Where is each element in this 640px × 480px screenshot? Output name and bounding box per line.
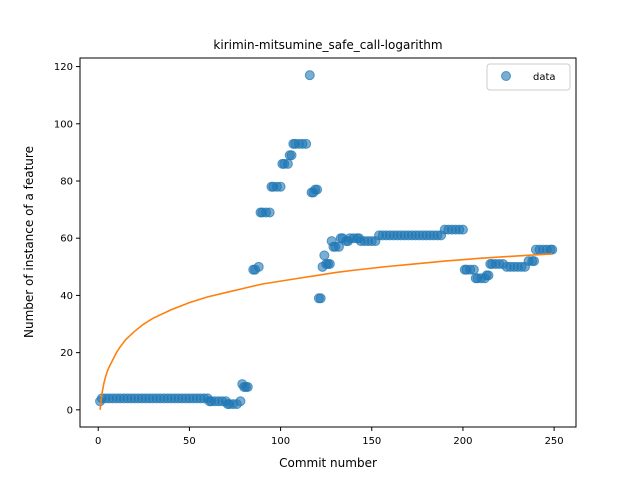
legend-label-data: data xyxy=(533,72,556,83)
data-point xyxy=(315,293,326,304)
y-tick-label: 80 xyxy=(60,177,73,188)
data-point xyxy=(242,381,253,392)
data-point xyxy=(547,244,558,255)
data-point xyxy=(275,181,286,192)
plot-area xyxy=(95,70,558,410)
fit-line xyxy=(99,253,553,410)
x-tick-label: 150 xyxy=(362,436,381,447)
data-point xyxy=(324,258,335,269)
x-tick-label: 250 xyxy=(545,436,564,447)
x-tick-label: 0 xyxy=(95,436,101,447)
data-point xyxy=(483,270,494,281)
series-data xyxy=(95,70,558,410)
data-point xyxy=(286,150,297,161)
chart-title: kirimin-mitsumine_safe_call-logarithm xyxy=(213,38,442,52)
y-tick-label: 0 xyxy=(67,405,73,416)
x-tick-label: 100 xyxy=(271,436,290,447)
x-tick-label: 200 xyxy=(453,436,472,447)
plot-frame xyxy=(79,57,577,428)
data-point xyxy=(282,158,293,169)
data-point xyxy=(264,207,275,218)
y-axis: 0 20 40 60 80 100 120 xyxy=(54,62,80,416)
data-point xyxy=(457,224,468,235)
y-tick-label: 40 xyxy=(60,291,73,302)
y-tick-label: 20 xyxy=(60,348,73,359)
legend: data xyxy=(486,63,571,91)
y-tick-label: 60 xyxy=(60,234,73,245)
y-axis-label: Number of instance of a feature xyxy=(22,146,36,338)
data-point xyxy=(301,138,312,149)
x-axis-label: Commit number xyxy=(279,456,377,470)
data-point xyxy=(529,256,540,267)
x-tick-label: 50 xyxy=(183,436,196,447)
x-axis: 0 50 100 150 200 250 xyxy=(95,427,564,447)
data-point xyxy=(312,184,323,195)
data-point xyxy=(468,264,479,275)
data-point xyxy=(319,250,330,261)
y-tick-label: 100 xyxy=(54,119,73,130)
data-point xyxy=(235,396,246,407)
legend-box xyxy=(486,63,571,91)
data-point xyxy=(304,70,315,81)
legend-marker xyxy=(501,71,511,81)
data-point xyxy=(253,261,264,272)
y-tick-label: 120 xyxy=(54,62,73,73)
